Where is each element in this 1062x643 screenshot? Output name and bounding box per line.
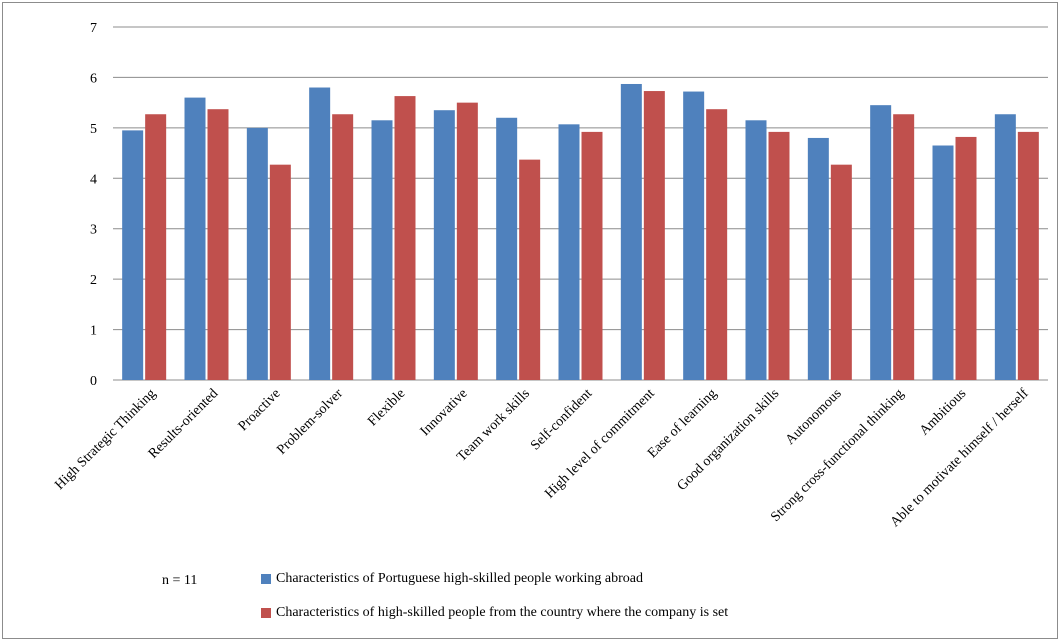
bar-series-2-7 (519, 159, 541, 380)
bar-series-1-7 (496, 117, 518, 381)
y-tick-label: 7 (90, 21, 97, 36)
bar-series-2-11 (768, 131, 790, 380)
bar-series-1-8 (558, 124, 580, 380)
legend-item-series-1: Characteristics of Portuguese high-skill… (261, 571, 643, 587)
sample-size-note: n = 11 (162, 573, 198, 588)
bar-series-2-12 (830, 164, 852, 380)
x-tick-label: Able to motivate himself / herself (888, 386, 1032, 530)
x-tick-label: Flexible (365, 386, 408, 429)
bar-series-2-1 (145, 114, 167, 381)
bar-series-1-13 (870, 105, 892, 381)
bar-series-2-3 (269, 164, 291, 380)
bar-series-1-3 (246, 127, 268, 380)
legend-label-series-2: Characteristics of high-skilled people f… (276, 605, 729, 620)
x-tick-label: Self-confident (528, 386, 595, 453)
bar-series-2-9 (643, 91, 665, 381)
bar-series-1-9 (620, 83, 642, 380)
bar-series-1-11 (745, 120, 767, 381)
bar-series-1-5 (371, 120, 393, 381)
y-tick-label: 0 (90, 374, 97, 389)
y-tick-label: 5 (90, 122, 97, 137)
bar-series-1-12 (807, 137, 829, 380)
x-tick-label: Good organization skills (675, 386, 783, 494)
gridlines (113, 26, 1048, 381)
y-tick-label: 4 (90, 172, 97, 187)
bar-series-2-14 (955, 136, 977, 380)
x-tick-label: Problem-solver (274, 386, 346, 458)
bar-series-1-14 (932, 145, 954, 380)
x-tick-label: High Strategic Thinking (52, 386, 159, 493)
legend-swatch-series-2 (261, 608, 271, 618)
legend-item-series-2: Characteristics of high-skilled people f… (261, 605, 728, 621)
bar-series-1-2 (184, 97, 206, 380)
y-tick-label: 1 (90, 324, 97, 339)
x-tick-label: Innovative (418, 386, 471, 439)
bar-series-1-6 (433, 110, 455, 380)
bar-series-1-1 (122, 130, 144, 380)
y-tick-label: 6 (90, 71, 97, 86)
bar-series-2-8 (581, 131, 603, 380)
bar-series-2-4 (332, 114, 354, 381)
legend-label-series-1: Characteristics of Portuguese high-skill… (276, 571, 644, 586)
bar-series-2-6 (456, 102, 478, 381)
bar-series-2-5 (394, 96, 416, 380)
y-axis-ticks: 0 1 2 3 4 5 6 7 (90, 21, 97, 389)
x-tick-label: Autonomous (783, 386, 845, 448)
bar-series-2-2 (207, 109, 229, 380)
x-tick-label: Strong cross-functional thinking (768, 386, 907, 525)
bars (122, 83, 1039, 381)
y-tick-label: 2 (90, 273, 97, 288)
x-tick-label: High level of commitment (542, 386, 657, 501)
legend-swatch-series-1 (261, 574, 271, 584)
bar-series-2-15 (1017, 131, 1039, 380)
bar-series-1-15 (994, 114, 1016, 381)
bar-series-1-10 (683, 91, 705, 380)
bar-series-2-13 (893, 114, 915, 381)
bar-series-2-10 (706, 109, 728, 380)
y-tick-label: 3 (90, 223, 97, 238)
x-tick-label: Ambitious (917, 386, 969, 438)
bar-series-1-4 (309, 87, 331, 380)
x-tick-label: Proactive (236, 386, 284, 434)
